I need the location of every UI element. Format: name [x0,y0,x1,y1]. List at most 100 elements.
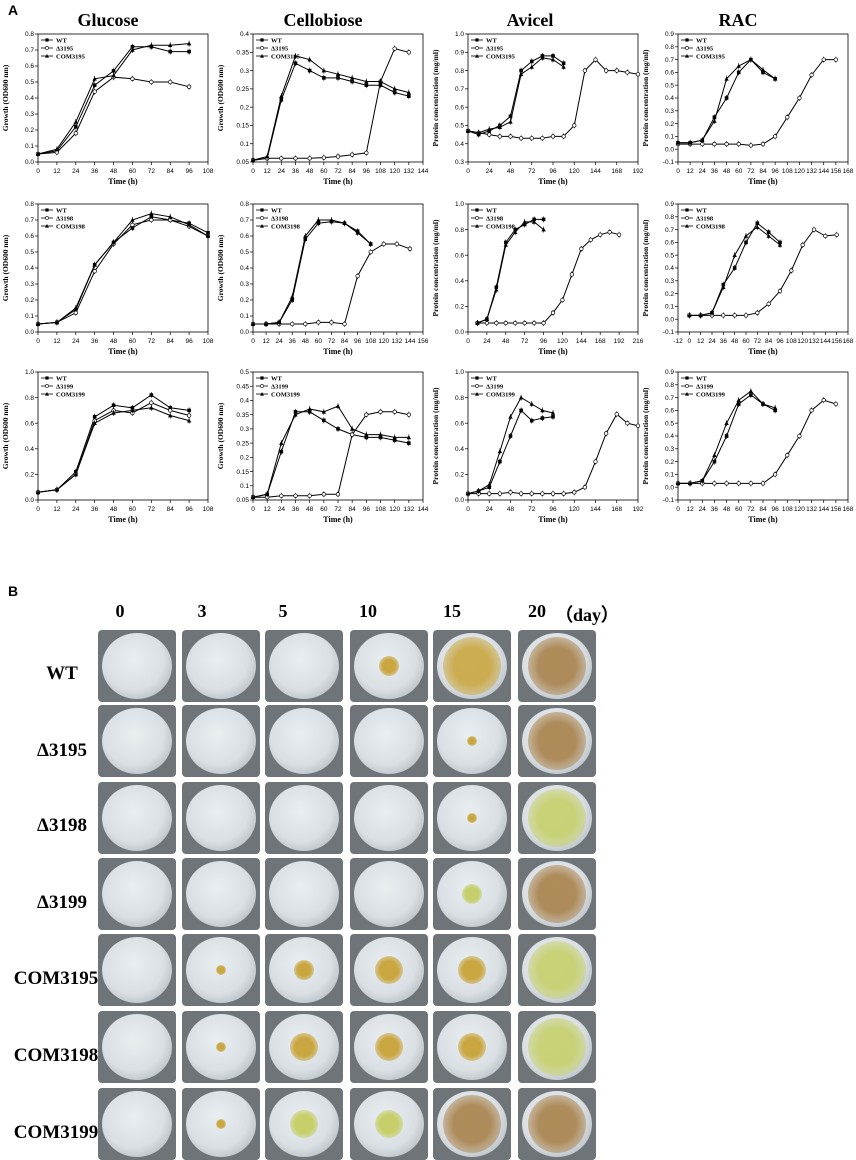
chart-svg: 0 12 24 36 48 60 72 84 96 108 120 132 144 156 168 -0.1 0… [641,31,854,186]
x-tick-label: 108 [203,506,214,513]
y-tick-label: 0.3 [25,281,34,288]
data-point [187,49,191,54]
x-tick-label: 0 [688,338,692,345]
x-tick-label: 36 [91,506,99,513]
x-tick-label: 60 [735,506,743,513]
legend-label: Δ3199 [271,383,289,390]
x-axis-label: Time (h) [323,177,353,186]
data-point [279,440,284,445]
data-point [732,266,737,270]
legend-label: Δ3199 [696,383,714,390]
data-point [350,152,355,157]
colony [216,965,226,975]
x-tick-label: -12 [673,338,683,345]
y-tick-label: 0.2 [455,304,464,311]
x-tick-label: 132 [806,506,817,513]
data-point [130,226,135,230]
legend-marker [45,54,49,58]
legend-marker [260,376,264,380]
colony [467,736,477,746]
data-point [321,155,326,160]
x-tick-label: 144 [418,168,429,175]
day-label-15: 15 [443,601,461,621]
series-0 [251,218,373,327]
data-point [307,57,312,62]
data-point [760,481,766,486]
data-point [724,76,729,81]
series-2 [35,40,192,157]
series-line [252,411,409,498]
data-point [721,313,726,318]
x-tick-label: 96 [185,168,193,175]
chart-svg: 0 12 24 36 48 60 72 84 96 108 120 132 144 156 168 -0.1 0… [641,369,854,524]
chart-rac-3198: -12 0 12 24 36 48 60 72 84 96 108 120 132 144 156 168 -0… [640,200,854,373]
data-point [551,54,555,58]
data-point [755,221,760,225]
plate-surface [102,708,172,774]
data-point [264,154,270,159]
series-1 [250,408,411,501]
x-tick-label: 0 [251,338,255,345]
data-point [205,233,211,238]
legend-marker [685,38,689,42]
x-tick-label: 144 [818,168,829,175]
series-1 [687,226,839,319]
x-tick-label: 120 [794,506,805,513]
series-1 [250,45,411,164]
data-point [364,83,369,87]
data-point [250,494,256,499]
x-tick-label: 24 [486,168,494,175]
y-tick-label: 0.5 [25,249,34,256]
legend-marker [45,224,49,228]
data-point [797,95,802,101]
colony [290,1033,318,1061]
chart-svg: 0 24 48 72 96 120 144 168 192 0.3 0.4 0.5 0.6 0.7 0.8 0… [431,31,644,186]
legend-marker [475,392,479,396]
data-point [823,233,828,239]
day-label-5: 5 [278,601,288,621]
colony [379,656,399,676]
data-point [250,321,256,326]
series-2 [250,403,412,501]
y-tick-label: 0.8 [665,382,674,389]
y-tick-label: 0.2 [665,121,674,128]
chart-avi-3195: 0 24 48 72 96 120 144 168 192 0.3 0.4 0.5 0.6 0.7 0.8 0… [430,30,644,203]
plate-surface [269,633,339,699]
x-tick-label: 108 [782,506,793,513]
data-point [607,230,612,235]
y-tick-label: 0.8 [455,68,464,75]
data-point [743,313,749,318]
data-point [508,414,513,419]
legend-label: WT [271,207,283,214]
y-tick-label: 0.4 [665,433,674,440]
legend-marker [685,392,689,396]
data-point [508,114,513,119]
y-tick-label: 0.9 [665,369,674,376]
plate-image [265,630,343,702]
series-line [37,213,209,325]
series-0 [475,216,546,327]
data-point [593,459,598,464]
plate-image [98,630,176,702]
y-tick-label: 0.5 [25,79,34,86]
y-tick-label: 0.1 [665,472,674,479]
x-tick-label: 120 [794,168,805,175]
y-tick-label: 0.5 [240,369,249,376]
series-0 [36,43,191,157]
series-line [689,228,837,316]
plate-surface [102,1091,172,1157]
x-tick-label: 72 [148,168,156,175]
x-tick-label: 132 [403,506,414,513]
y-axis-label: Growth (OD600 nm) [216,402,225,469]
plate-surface [186,785,256,851]
data-point [279,493,284,498]
series-line [467,58,639,139]
data-point [550,310,556,315]
series-1 [35,74,192,157]
colony [528,637,586,695]
x-tick-label: 36 [720,338,728,345]
legend-label: Δ3199 [486,383,504,390]
data-point [550,410,556,415]
data-point [569,272,575,277]
